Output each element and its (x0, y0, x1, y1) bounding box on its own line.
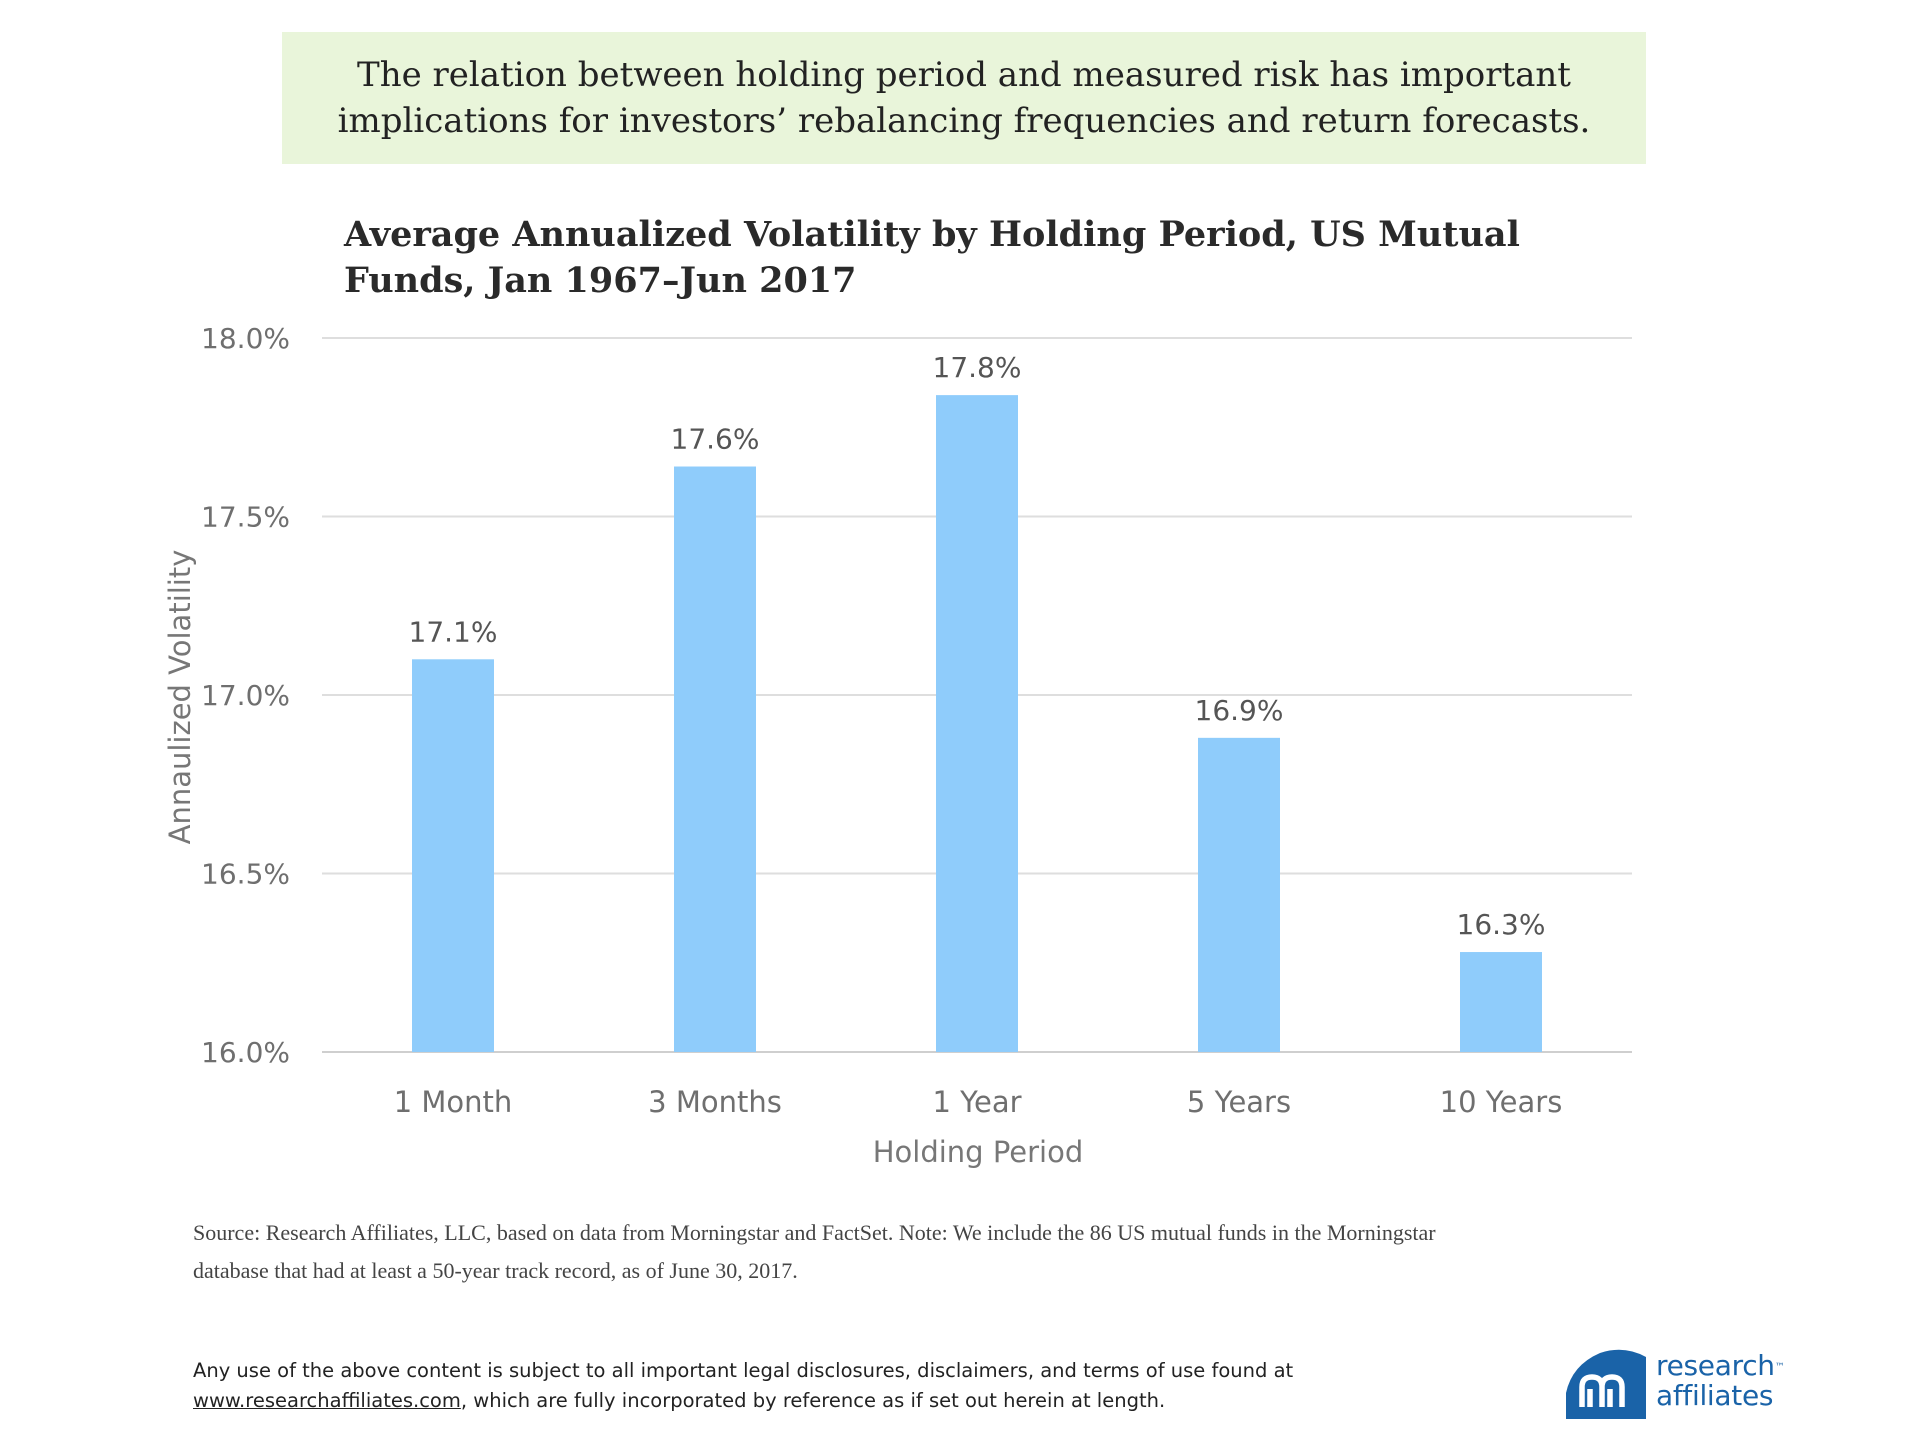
website-link[interactable]: www.researchaffiliates.com (193, 1389, 461, 1412)
source-line-2: database that had at least a 50-year tra… (193, 1258, 798, 1283)
x-tick-label: 1 Year (932, 1085, 1021, 1119)
x-axis-title: Holding Period (873, 1135, 1084, 1169)
source-line-1: Source: Research Affiliates, LLC, based … (193, 1220, 1436, 1245)
y-axis-ticks: 16.0% 16.5% 17.0% 17.5% 18.0% (201, 322, 290, 1069)
bar (1460, 952, 1542, 1052)
bar (1198, 737, 1280, 1052)
disclaimer-line-2-text: , which are fully incorporated by refere… (460, 1389, 1166, 1412)
y-axis-title: Annaulized Volatility (163, 550, 197, 845)
bar-data-label: 17.1% (409, 615, 498, 648)
y-tick-label: 16.5% (201, 858, 290, 891)
bar (674, 466, 756, 1052)
bar-data-labels: 17.1% 17.6% 17.8% 16.9% 16.3% (409, 351, 1546, 941)
bar-data-label: 16.3% (1457, 908, 1546, 941)
y-tick-label: 16.0% (201, 1036, 290, 1069)
x-tick-label: 5 Years (1187, 1085, 1291, 1119)
x-axis-ticks: 1 Month 3 Months 1 Year 5 Years 10 Years (394, 1085, 1563, 1119)
y-tick-label: 18.0% (201, 322, 290, 355)
logo-word-affiliates: affiliates (1656, 1379, 1774, 1412)
chart-title-line-1: Average Annualized Volatility by Holding… (344, 214, 1520, 255)
y-tick-label: 17.5% (201, 501, 290, 534)
bar (936, 395, 1018, 1052)
callout-line-2: implications for investors’ rebalancing … (337, 101, 1591, 141)
bar-data-label: 17.8% (933, 351, 1022, 384)
logo-word-research: research (1656, 1349, 1775, 1382)
bar-data-label: 16.9% (1195, 694, 1284, 727)
y-tick-label: 17.0% (201, 679, 290, 712)
chart-title-line-2: Funds, Jan 1967–Jun 2017 (344, 260, 857, 301)
disclaimer-line-1: Any use of the above content is subject … (193, 1359, 1294, 1382)
bars (412, 395, 1542, 1052)
logo-trademark: ™ (1774, 1362, 1785, 1373)
x-tick-label: 3 Months (648, 1085, 782, 1119)
x-tick-label: 10 Years (1440, 1085, 1563, 1119)
logo-wordmark: research™ affiliates (1656, 1349, 1785, 1412)
disclaimer-line-2: www.researchaffiliates.com, which are fu… (193, 1386, 1493, 1416)
legal-disclaimer: Any use of the above content is subject … (193, 1356, 1493, 1416)
bar-data-label: 17.6% (671, 423, 760, 456)
bar (412, 659, 494, 1052)
ra-logo-mark-icon (1566, 1349, 1646, 1419)
source-note: Source: Research Affiliates, LLC, based … (193, 1214, 1723, 1290)
research-affiliates-logo: research™ affiliates (1566, 1349, 1786, 1419)
chart-title: Average Annualized Volatility by Holding… (344, 212, 1594, 304)
callout-line-1: The relation between holding period and … (357, 55, 1571, 95)
headline-callout: The relation between holding period and … (282, 32, 1646, 164)
x-tick-label: 1 Month (394, 1085, 513, 1119)
